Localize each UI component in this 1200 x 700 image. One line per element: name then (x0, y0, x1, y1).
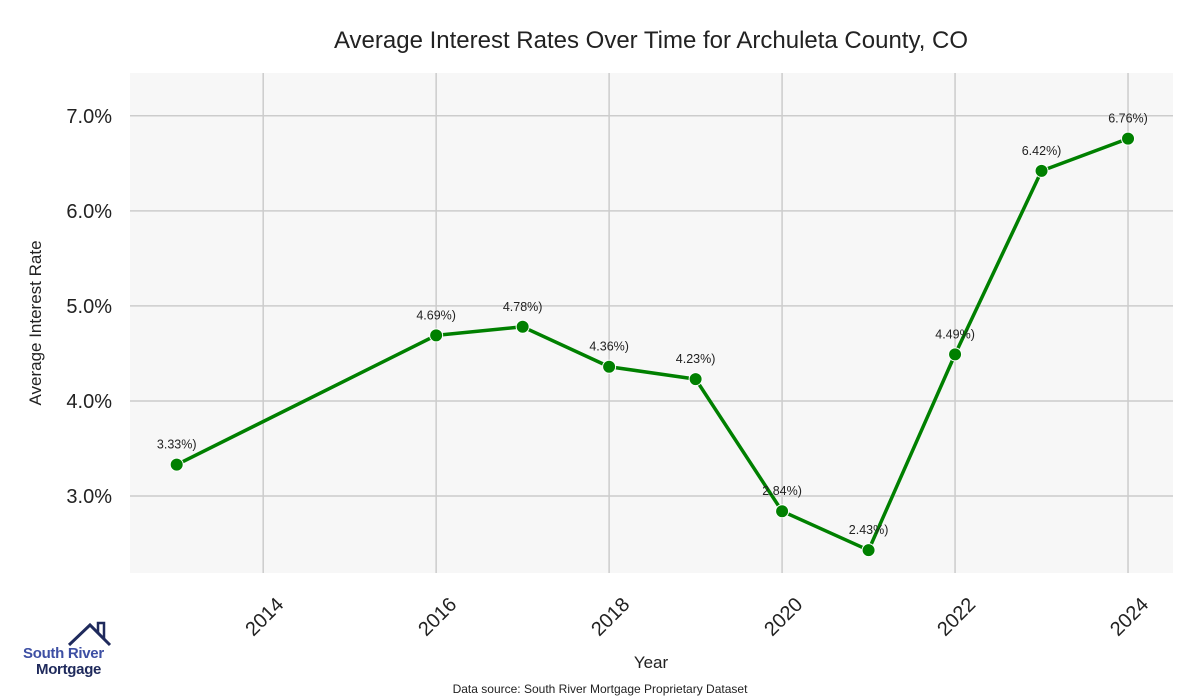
data-label: 2.84%) (762, 484, 802, 498)
south-river-mortgage-logo: South River Mortgage (22, 620, 117, 680)
data-point (602, 359, 617, 374)
data-point (429, 328, 444, 343)
data-label: 6.42%) (1022, 144, 1062, 158)
y-axis-label: Average Interest Rate (26, 240, 45, 405)
data-label: 4.49%) (935, 327, 975, 341)
y-tick-label: 4.0% (66, 391, 112, 413)
y-tick-label: 6.0% (66, 201, 112, 223)
y-tick-label: 7.0% (66, 106, 112, 128)
x-tick-label: 2014 (241, 594, 288, 641)
data-point (688, 372, 703, 387)
data-point (515, 319, 530, 334)
data-point (948, 347, 963, 362)
data-source-note: Data source: South River Mortgage Propri… (453, 682, 748, 696)
data-label: 6.76%) (1108, 112, 1148, 126)
data-label: 2.43%) (849, 523, 889, 537)
x-tick-label: 2022 (933, 594, 980, 641)
data-point (1034, 163, 1049, 178)
data-label: 4.78%) (503, 300, 543, 314)
y-tick-label: 3.0% (66, 486, 112, 508)
data-label: 3.33%) (157, 438, 197, 452)
x-tick-label: 2018 (587, 594, 634, 641)
data-point (861, 543, 876, 558)
logo-text-mortgage: Mortgage (36, 661, 102, 678)
house-roof-icon (67, 621, 112, 647)
data-point (1121, 131, 1136, 146)
y-tick-label: 5.0% (66, 296, 112, 318)
data-point (775, 504, 790, 519)
data-label: 4.23%) (676, 352, 716, 366)
data-label: 4.69%) (416, 308, 456, 322)
x-tick-label: 2016 (414, 594, 461, 641)
data-label: 4.36%) (589, 340, 629, 354)
chart-title: Average Interest Rates Over Time for Arc… (334, 27, 968, 54)
logo-text-south-river: South River (23, 645, 104, 662)
x-tick-label: 2020 (760, 594, 807, 641)
x-tick-label: 2024 (1106, 594, 1153, 641)
data-point (169, 457, 184, 472)
plot-area (130, 73, 1173, 573)
x-axis-label: Year (634, 653, 669, 672)
series-line (175, 136, 1129, 552)
